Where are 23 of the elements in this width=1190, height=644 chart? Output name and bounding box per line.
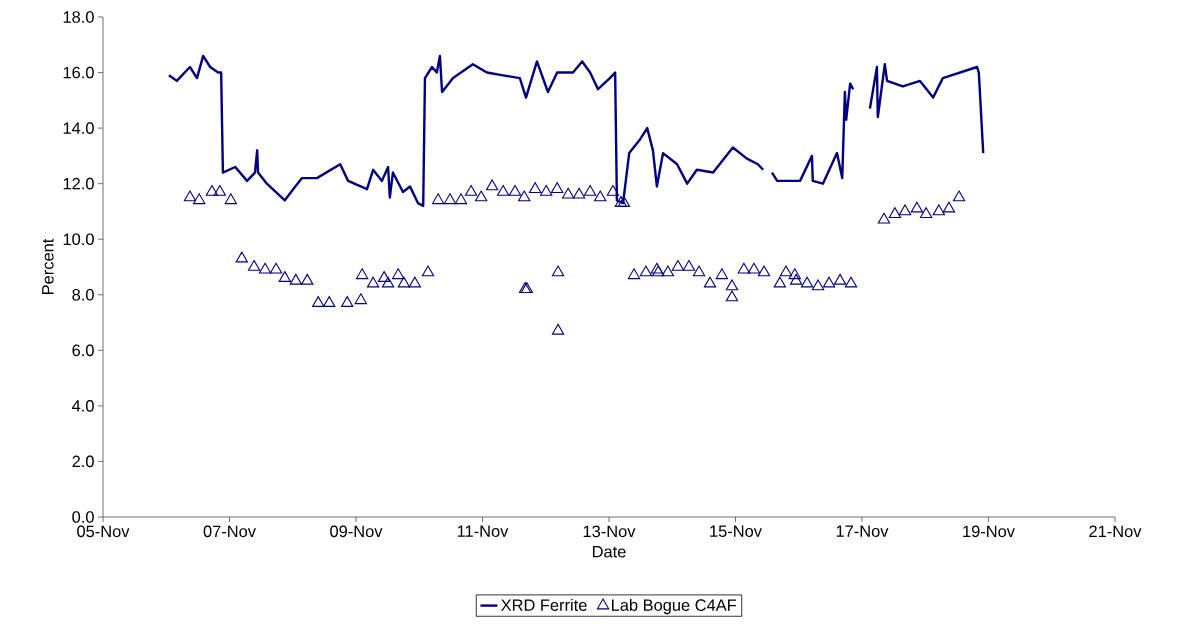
y-tick-label: 2.0 <box>72 455 94 468</box>
y-tick-label: 8.0 <box>72 288 94 301</box>
x-tick-label: 09-Nov <box>330 525 383 538</box>
x-tick-label: 17-Nov <box>836 525 889 537</box>
x-tick-label: 05-Nov <box>77 525 130 538</box>
legend-label: XRD Ferrite <box>501 598 587 611</box>
y-tick-label: 0.0 <box>72 511 94 523</box>
x-tick-label: 19-Nov <box>963 525 1015 538</box>
x-tick-label: 11-Nov <box>457 525 509 537</box>
y-tick-label: 12.0 <box>63 177 94 190</box>
y-tick-label: 18.0 <box>63 11 94 23</box>
x-tick-label: 13-Nov <box>583 525 636 538</box>
x-tick-label: 21-Nov <box>1089 525 1142 538</box>
y-tick-label: 14.0 <box>63 122 94 134</box>
y-tick-label: 10.0 <box>63 233 94 246</box>
y-tick-label: 4.0 <box>72 400 94 412</box>
y-tick-label: 16.0 <box>63 66 94 79</box>
y-tick-label: 6.0 <box>72 344 94 357</box>
legend-label: Lab Bogue C4AF <box>611 598 737 615</box>
y-axis-title: Percent <box>42 238 54 294</box>
x-tick-label: 15-Nov <box>710 525 762 537</box>
x-axis-title: Date <box>592 546 626 558</box>
x-tick-label: 07-Nov <box>203 525 256 538</box>
